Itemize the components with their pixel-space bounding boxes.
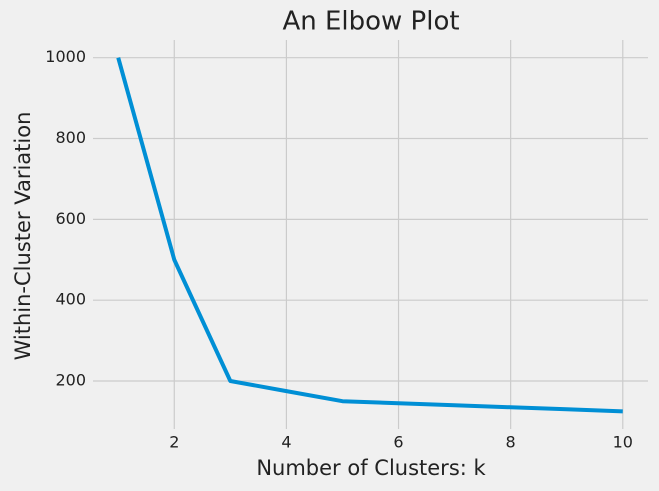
x-tick-label: 10: [613, 433, 633, 452]
x-tick-label: 6: [393, 433, 403, 452]
data-line: [116, 57, 623, 414]
y-tick-label: 1000: [45, 47, 86, 66]
x-tick-label: 8: [506, 433, 516, 452]
chart-title: An Elbow Plot: [282, 7, 459, 37]
x-axis-label: Number of Clusters: k: [256, 456, 486, 480]
y-tick-label: 200: [55, 371, 86, 390]
y-tick-label: 400: [55, 290, 86, 309]
x-tick-label: 4: [281, 433, 291, 452]
y-axis-label: Within-Cluster Variation: [11, 112, 35, 361]
y-tick-label: 800: [55, 128, 86, 147]
x-tick-label: 2: [169, 433, 179, 452]
y-tick-label: 600: [55, 209, 86, 228]
